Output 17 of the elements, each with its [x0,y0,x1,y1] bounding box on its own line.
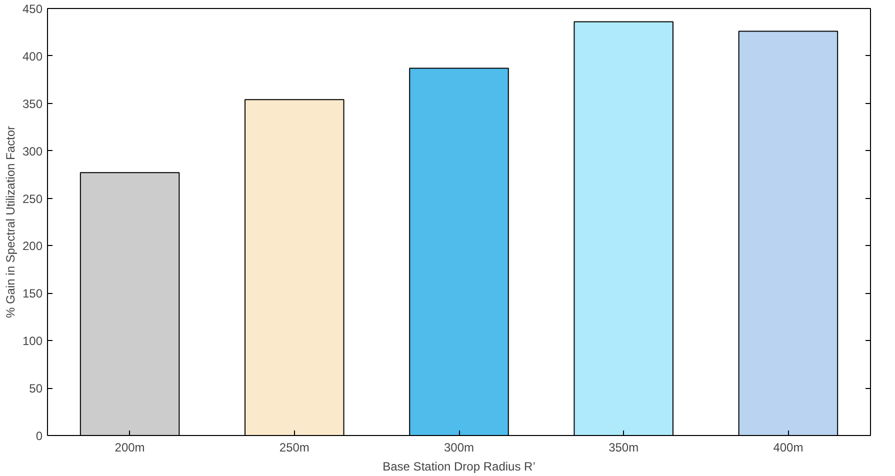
y-tick-label: 400 [22,49,43,64]
y-tick-label: 0 [36,429,43,443]
y-tick-label: 450 [22,2,43,16]
y-tick-label: 50 [29,382,43,396]
y-tick-label: 150 [22,286,43,301]
y-tick-label: 350 [22,96,43,111]
x-tick-label: 300m [444,440,474,454]
y-tick-label: 250 [22,192,43,206]
x-tick-label: 250m [279,440,310,454]
x-tick-label: 400m [773,440,804,454]
x-tick-label: 350m [608,440,639,454]
x-axis-title: Base Station Drop Radius R’ [382,460,536,474]
y-tick-label: 200 [22,239,43,254]
y-axis-title: % Gain in Spectral Utilization Factor [3,126,18,318]
x-tick-label: 200m [114,440,145,454]
y-tick-label: 100 [22,334,43,348]
y-tick-label: 300 [22,144,43,158]
